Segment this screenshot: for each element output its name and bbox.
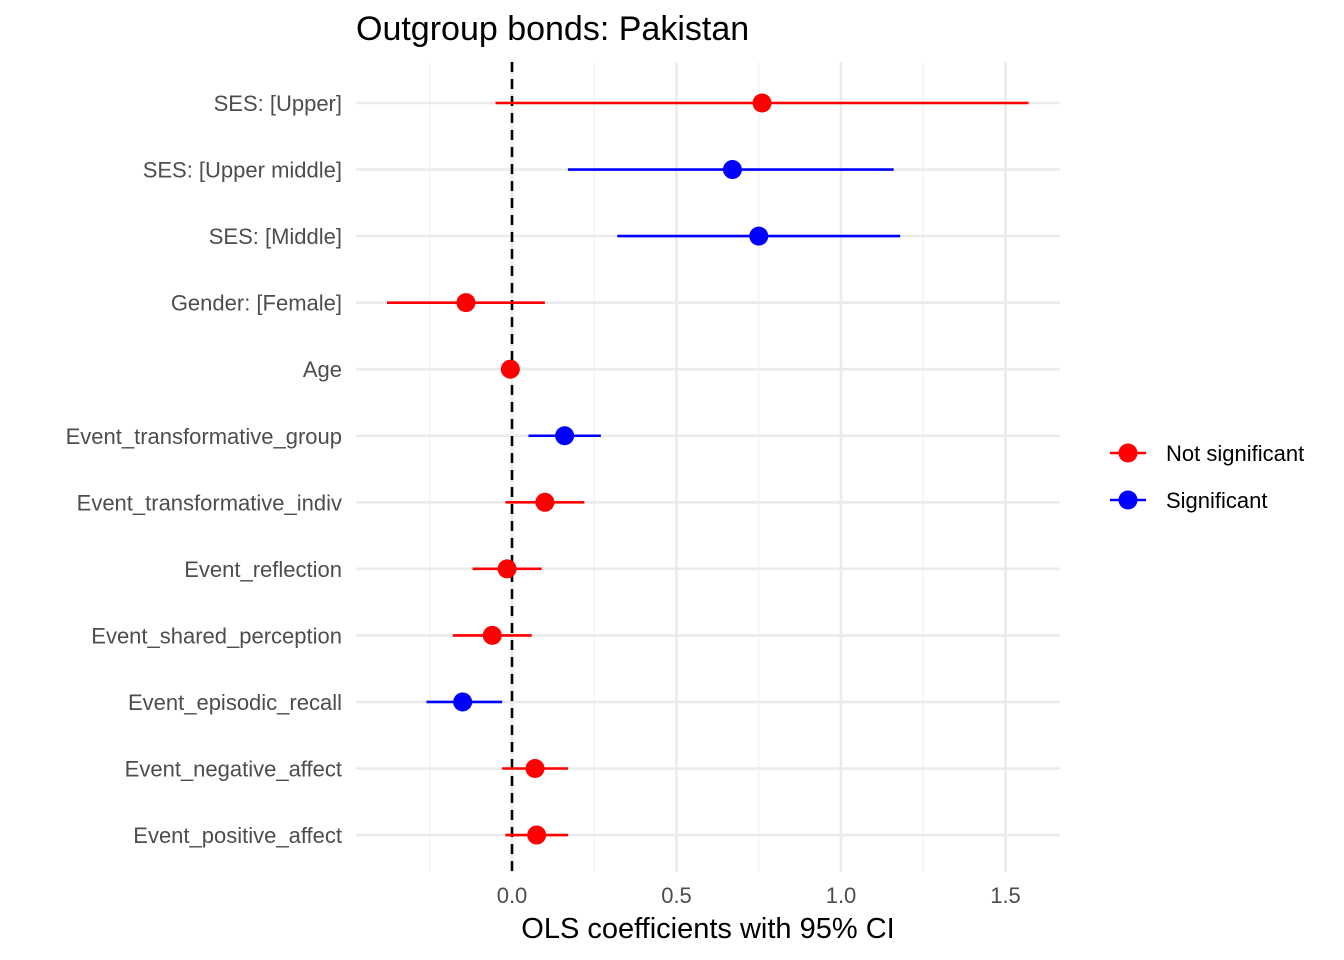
legend: Not significant Significant xyxy=(1110,441,1304,513)
x-tick-label: 0.5 xyxy=(661,883,692,908)
y-tick-label: Event_positive_affect xyxy=(133,823,342,848)
x-tick-label: 1.0 xyxy=(826,883,857,908)
legend-key-point xyxy=(1118,490,1138,510)
y-tick-label: Event_shared_perception xyxy=(91,623,342,648)
y-tick-label: Event_transformative_group xyxy=(66,424,342,449)
estimate-point xyxy=(525,759,545,778)
legend-item: Not significant xyxy=(1110,441,1304,466)
estimate-point xyxy=(749,226,769,246)
data-layer xyxy=(386,93,1029,845)
estimate-point xyxy=(497,559,517,579)
estimate-point xyxy=(555,426,575,446)
y-tick-label: SES: [Middle] xyxy=(209,224,342,249)
estimate-point xyxy=(482,625,502,645)
estimate-point xyxy=(453,692,473,712)
y-tick-label: Event_transformative_indiv xyxy=(77,490,342,515)
y-tick-labels: SES: [Upper] SES: [Upper middle] SES: [Mid… xyxy=(66,91,342,848)
chart-title: Outgroup bonds: Pakistan xyxy=(356,10,749,48)
y-tick-label: Gender: [Female] xyxy=(171,291,342,316)
y-tick-label: Age xyxy=(303,357,342,382)
legend-key-point xyxy=(1118,443,1138,463)
grid-layer xyxy=(356,62,1060,872)
x-tick-labels: 0.0 0.5 1.0 1.5 xyxy=(497,883,1021,908)
y-tick-label: Event_episodic_recall xyxy=(128,690,342,715)
y-tick-label: Event_negative_affect xyxy=(125,757,342,782)
x-tick-label: 0.0 xyxy=(497,883,528,908)
legend-label: Significant xyxy=(1166,488,1268,513)
estimate-point xyxy=(500,359,520,379)
legend-label: Not significant xyxy=(1166,441,1304,466)
estimate-point xyxy=(722,160,742,180)
x-tick-label: 1.5 xyxy=(990,883,1021,908)
estimate-point xyxy=(456,293,476,313)
x-axis-title: OLS coefficients with 95% CI xyxy=(521,913,894,945)
y-tick-label: Event_reflection xyxy=(184,557,342,582)
legend-item: Significant xyxy=(1110,488,1268,513)
y-tick-label: SES: [Upper middle] xyxy=(143,158,342,183)
estimate-point xyxy=(527,825,547,845)
estimate-point xyxy=(752,93,772,113)
estimate-point xyxy=(535,492,555,512)
y-tick-label: SES: [Upper] xyxy=(214,91,342,116)
